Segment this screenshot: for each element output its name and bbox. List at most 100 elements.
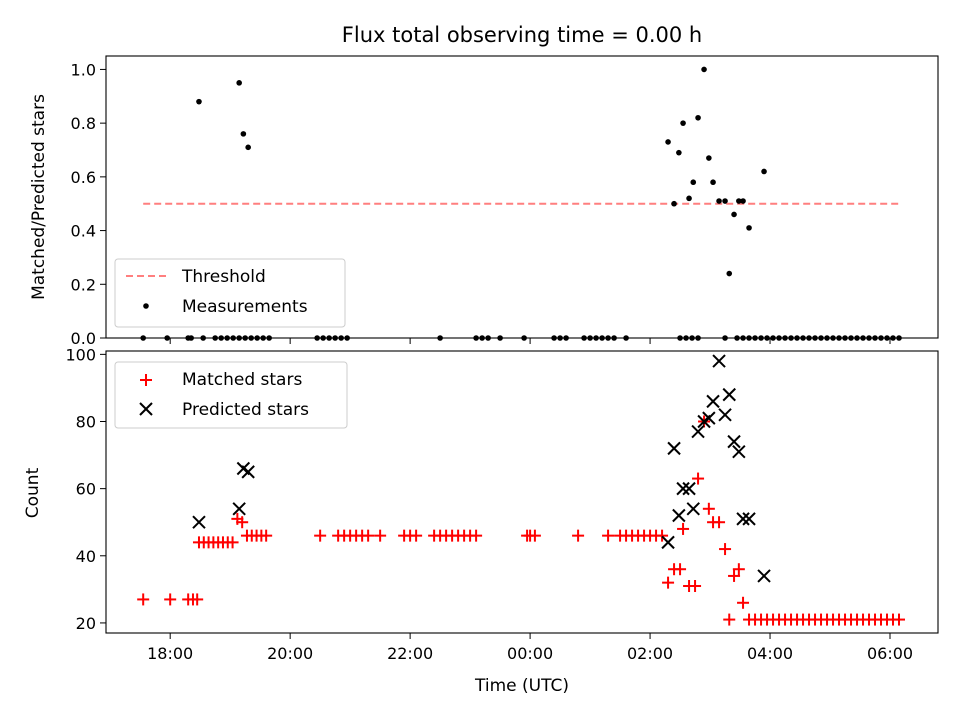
top-y-axis-label: Matched/Predicted stars — [29, 94, 49, 300]
matched-stars-point — [893, 613, 906, 626]
measurements-point — [242, 335, 248, 341]
measurements-point — [314, 335, 320, 341]
matched-stars-point — [528, 529, 541, 542]
matched-stars-point — [728, 569, 741, 582]
measurements-point — [842, 335, 848, 341]
measurements-point — [224, 335, 230, 341]
measurements-point — [764, 335, 770, 341]
measurements-point — [266, 335, 272, 341]
measurements-point — [521, 335, 527, 341]
measurements-point — [605, 335, 611, 341]
matched-stars-point — [692, 472, 705, 485]
measurements-point — [212, 335, 218, 341]
measurements-point — [752, 335, 758, 341]
top-y-tick-label: 0.4 — [71, 222, 96, 241]
top-y-tick-label: 1.0 — [71, 60, 96, 79]
matched-stars-point — [374, 529, 387, 542]
predicted-stars-point — [691, 424, 705, 439]
top-y-tick-label: 0.0 — [71, 329, 96, 348]
measurements-point — [740, 198, 746, 204]
measurements-point — [782, 335, 788, 341]
predicted-stars-point — [757, 569, 771, 583]
measurements-point — [746, 335, 752, 341]
predicted-stars-point — [682, 481, 696, 496]
predicted-stars-point — [686, 502, 700, 516]
top-y-ticks: 0.0 0.2 0.4 0.6 0.8 1.0 — [71, 60, 106, 348]
matched-stars-point — [656, 529, 669, 542]
measurements-point — [686, 195, 692, 202]
measurements-point — [485, 335, 491, 341]
legend-predicted-label: Predicted stars — [182, 400, 309, 420]
matched-stars-point — [674, 563, 687, 576]
top-legend: Threshold Measurements — [114, 258, 346, 328]
top-plot-marks — [140, 66, 903, 341]
bottom-y-tick-label: 60 — [76, 480, 96, 499]
predicted-stars-point — [676, 481, 690, 496]
measurements-point — [671, 200, 677, 207]
measurements-point — [736, 198, 742, 204]
measurements-point — [683, 335, 689, 341]
measurements-point — [854, 335, 860, 341]
measurements-point — [731, 211, 737, 218]
measurements-point — [236, 80, 242, 86]
measurements-point — [722, 198, 728, 204]
measurements-point — [196, 98, 202, 105]
measurements-point — [245, 144, 251, 151]
bottom-plot-marks — [137, 354, 906, 626]
bottom-legend-box — [114, 361, 348, 429]
measurements-point — [689, 335, 695, 341]
legend-measurements-label: Measurements — [182, 297, 308, 317]
measurements-point — [563, 335, 569, 341]
measurements-point — [140, 335, 146, 341]
matched-stars-point — [236, 516, 249, 529]
bottom-x-ticks: 18:00 20:00 22:00 00:00 02:00 04:00 06:00 — [147, 633, 913, 663]
measurements-point — [884, 335, 890, 341]
measurements-point — [836, 335, 842, 341]
bottom-y-tick-label: 20 — [76, 614, 96, 633]
predicted-stars-point — [732, 445, 746, 459]
measurements-point — [690, 179, 697, 186]
measurements-point — [164, 335, 170, 341]
measurements-point — [557, 335, 563, 341]
measurements-point — [722, 335, 728, 341]
top-x-ticks — [169, 338, 891, 344]
measurements-point — [806, 335, 812, 341]
measurements-point — [473, 335, 479, 341]
matched-stars-point — [226, 536, 239, 549]
measurements-point — [587, 335, 593, 341]
x-tick-label: 18:00 — [147, 644, 193, 663]
measurements-point — [593, 335, 599, 341]
measurements-point — [260, 335, 266, 341]
top-panel: 0.0 0.2 0.4 0.6 0.8 1.0 Matched/Predicted sta… — [29, 55, 939, 348]
measurements-point — [890, 335, 896, 341]
x-tick-label: 00:00 — [507, 644, 553, 663]
measurements-point — [746, 225, 752, 231]
matched-stars-point — [689, 580, 702, 592]
measurements-point — [788, 335, 794, 341]
measurements-point — [776, 335, 782, 341]
matched-stars-point — [677, 522, 690, 535]
matched-stars-point — [260, 529, 273, 542]
measurements-point — [872, 335, 878, 341]
measurements-point — [551, 335, 557, 341]
measurements-point — [326, 335, 332, 341]
measurements-point — [878, 335, 884, 341]
predicted-stars-point — [667, 441, 681, 456]
measurements-point — [866, 335, 872, 341]
measurements-point — [824, 335, 830, 341]
matched-stars-point — [713, 516, 726, 529]
bottom-y-tick-label: 100 — [65, 345, 96, 364]
bottom-axes-frame — [105, 350, 939, 634]
matched-stars-point — [662, 576, 675, 589]
x-tick-label: 04:00 — [747, 644, 793, 663]
measurements-point — [623, 335, 629, 341]
top-y-tick-label: 0.6 — [71, 168, 96, 187]
measurements-point — [812, 335, 818, 341]
x-tick-label: 20:00 — [267, 644, 313, 663]
measurements-point — [230, 335, 236, 341]
measurements-point — [599, 335, 605, 341]
measurements-point — [710, 179, 716, 186]
measurements-point — [758, 335, 764, 341]
